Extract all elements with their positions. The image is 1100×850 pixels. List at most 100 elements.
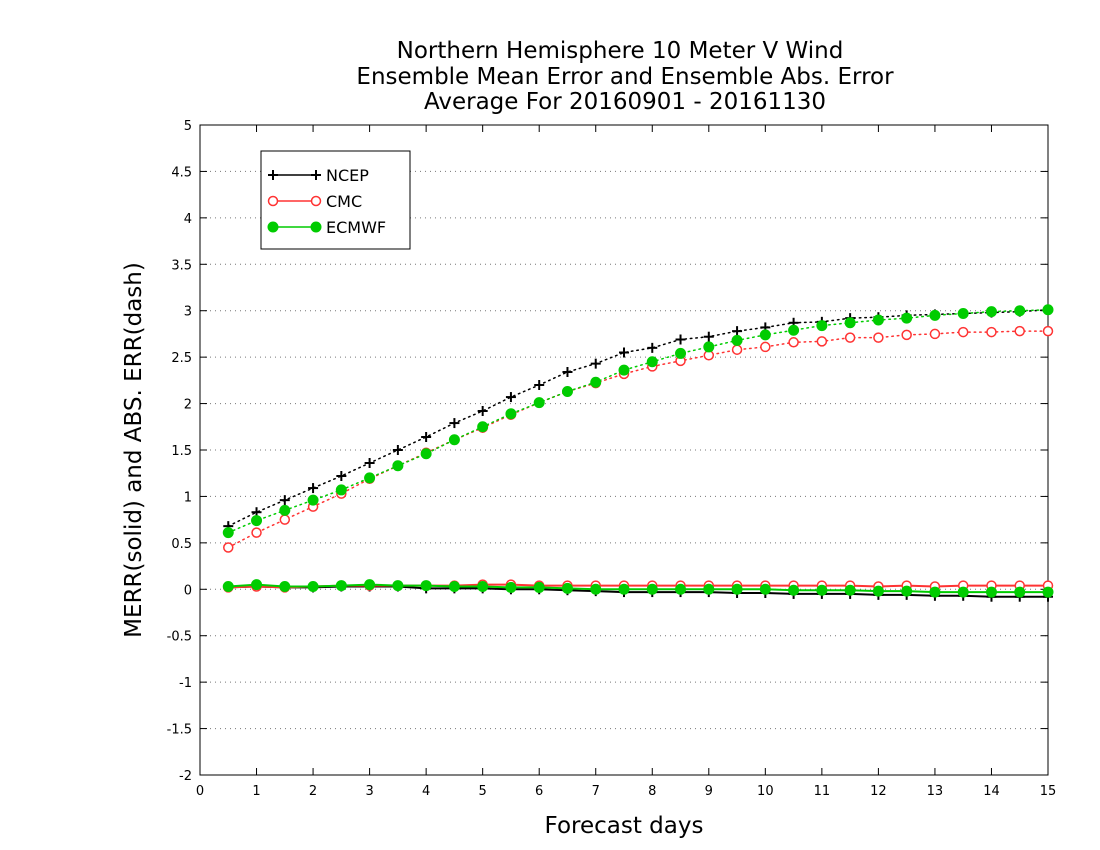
y-tick-label: 1.5 <box>171 444 192 459</box>
series-layer <box>222 304 1054 602</box>
abs-error-point <box>1014 305 1026 317</box>
mean-error-point <box>759 583 771 595</box>
abs-error-point <box>703 331 714 342</box>
mean-error-point <box>505 581 517 593</box>
x-tick-label: 6 <box>535 784 543 799</box>
mean-error-point <box>1014 586 1026 598</box>
abs-error-line <box>227 309 1049 534</box>
abs-error-line <box>227 330 1049 549</box>
mean-error-point <box>844 584 856 596</box>
mean-error-point <box>364 579 376 591</box>
abs-error-point <box>223 542 234 553</box>
legend-item-ecmwf: ECMWF <box>267 218 386 237</box>
y-tick-label: 2.5 <box>171 351 192 366</box>
abs-error-point <box>929 309 941 321</box>
y-axis-title: MERR(solid) and ABS. ERR(dash) <box>121 262 147 638</box>
y-tick-label: -1 <box>179 676 192 691</box>
plot-frame <box>199 124 1049 776</box>
y-tick-label: 1 <box>184 490 192 505</box>
abs-error-point <box>929 328 941 340</box>
chart-title: Northern Hemisphere 10 Meter V Wind Ense… <box>356 38 894 115</box>
series-ecmwf-abs-error <box>222 304 1054 539</box>
abs-error-point <box>533 397 545 409</box>
abs-error-point <box>901 312 913 324</box>
abs-error-point <box>421 432 432 442</box>
legend-marker <box>311 170 321 180</box>
x-tick-label: 5 <box>479 784 487 799</box>
abs-error-point <box>647 342 658 353</box>
legend: NCEP CMC ECMWF <box>260 150 411 250</box>
y-tick-label: -0.5 <box>167 630 192 645</box>
legend-marker <box>267 221 279 233</box>
abs-error-point <box>646 356 658 368</box>
x-axis: 0 1 2 3 4 5 6 7 8 9 10 11 12 13 14 15 <box>196 125 1056 799</box>
abs-error-point <box>844 332 856 343</box>
legend-item-ncep: NCEP <box>268 166 369 185</box>
abs-error-point <box>760 341 771 353</box>
abs-error-point <box>279 495 290 506</box>
mean-error-point <box>957 586 969 598</box>
mean-error-point <box>872 585 884 597</box>
x-tick-label: 9 <box>705 784 713 799</box>
abs-error-point <box>732 326 743 337</box>
abs-error-point <box>222 527 234 539</box>
mean-error-point <box>392 580 404 592</box>
legend-label: ECMWF <box>326 218 386 237</box>
abs-error-point <box>335 484 347 496</box>
mean-error-point <box>335 580 347 592</box>
abs-error-point <box>308 483 319 494</box>
y-tick-label: 5 <box>184 119 192 134</box>
abs-error-point <box>872 314 884 326</box>
y-tick-label: -2 <box>179 769 192 784</box>
mean-error-point <box>279 581 291 592</box>
x-tick-label: 1 <box>252 784 260 799</box>
y-tick-label: 4 <box>184 212 192 227</box>
mean-error-point <box>251 579 263 591</box>
mean-error-point <box>985 586 997 598</box>
mean-error-point <box>307 581 319 592</box>
legend-label: CMC <box>326 192 362 211</box>
abs-error-point <box>731 334 743 346</box>
abs-error-point <box>477 421 489 433</box>
y-tick-label: 0.5 <box>171 537 192 552</box>
abs-error-point <box>619 347 629 358</box>
abs-error-point <box>505 392 516 403</box>
mean-error-point <box>618 583 630 595</box>
abs-error-point <box>364 472 376 484</box>
abs-error-point <box>816 320 828 332</box>
abs-error-point <box>448 434 460 446</box>
mean-error-point <box>929 586 941 598</box>
legend-marker <box>310 221 322 233</box>
x-tick-label: 4 <box>422 784 430 799</box>
x-tick-label: 14 <box>983 784 1000 799</box>
abs-error-point <box>986 326 997 338</box>
abs-error-point <box>873 332 884 343</box>
y-tick-label: 3 <box>184 305 192 320</box>
legend-box <box>260 150 411 250</box>
mean-error-point <box>788 584 800 596</box>
mean-error-point <box>420 580 432 592</box>
abs-error-point <box>561 386 573 397</box>
abs-error-point <box>505 408 517 420</box>
x-tick-label: 0 <box>196 784 204 799</box>
abs-error-point <box>816 336 828 347</box>
mean-error-point <box>731 583 743 595</box>
abs-error-point <box>590 376 602 388</box>
x-tick-label: 11 <box>814 784 831 799</box>
abs-error-point <box>618 364 630 376</box>
x-tick-label: 8 <box>648 784 656 799</box>
y-tick-label: -1.5 <box>167 723 192 738</box>
abs-error-point <box>675 347 687 359</box>
mean-error-point <box>675 583 687 595</box>
abs-error-point <box>703 341 715 353</box>
abs-error-point <box>590 358 601 369</box>
abs-error-point <box>534 380 545 390</box>
abs-error-point <box>279 514 291 525</box>
mean-error-point <box>222 581 234 592</box>
y-axis: 5 4.5 4 3.5 3 2.5 2 1.5 1 0.5 0 -0.5 -1 -1.5 -2 <box>167 119 1048 784</box>
series-ecmwf-mean-error <box>222 579 1054 598</box>
abs-error-point <box>251 527 262 538</box>
series-ncep-abs-error <box>223 304 1053 532</box>
legend-item-cmc: CMC <box>267 192 362 211</box>
